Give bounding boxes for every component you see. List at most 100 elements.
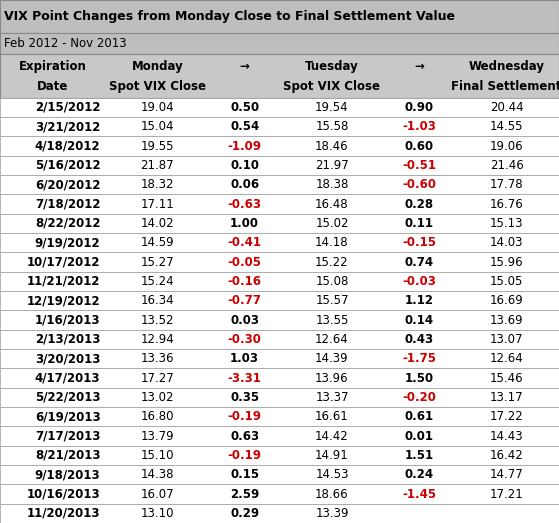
Bar — [0, 446, 559, 465]
Text: 18.32: 18.32 — [141, 178, 174, 191]
Text: 0.15: 0.15 — [230, 468, 259, 481]
Text: 0.14: 0.14 — [405, 314, 434, 326]
Text: →: → — [240, 60, 249, 73]
Text: 5/22/2013: 5/22/2013 — [35, 391, 101, 404]
Text: 0.28: 0.28 — [405, 198, 434, 211]
Text: -0.15: -0.15 — [402, 236, 436, 249]
Text: 17.22: 17.22 — [490, 410, 523, 423]
Text: 3/21/2012: 3/21/2012 — [35, 120, 101, 133]
Text: 0.35: 0.35 — [230, 391, 259, 404]
Bar — [0, 311, 559, 329]
Text: 15.58: 15.58 — [315, 120, 349, 133]
Text: 21.87: 21.87 — [140, 159, 174, 172]
Text: 15.57: 15.57 — [315, 294, 349, 307]
Bar — [0, 253, 559, 272]
Text: 19.06: 19.06 — [490, 140, 523, 153]
Text: 7/18/2012: 7/18/2012 — [35, 198, 101, 211]
Text: 8/21/2013: 8/21/2013 — [35, 449, 101, 462]
Text: 1/16/2013: 1/16/2013 — [35, 314, 101, 326]
Bar — [0, 175, 559, 195]
Text: 15.04: 15.04 — [141, 120, 174, 133]
Text: 14.02: 14.02 — [140, 217, 174, 230]
Text: 15.05: 15.05 — [490, 275, 523, 288]
Text: -0.41: -0.41 — [228, 236, 262, 249]
Text: -0.19: -0.19 — [228, 449, 262, 462]
Text: 15.13: 15.13 — [490, 217, 523, 230]
Text: 11/21/2012: 11/21/2012 — [27, 275, 101, 288]
Bar — [0, 388, 559, 407]
Text: 3/20/2013: 3/20/2013 — [35, 352, 101, 365]
Text: -0.20: -0.20 — [402, 391, 436, 404]
Text: 18.66: 18.66 — [315, 487, 349, 501]
Text: -1.75: -1.75 — [402, 352, 436, 365]
Text: 0.10: 0.10 — [230, 159, 259, 172]
Text: 18.46: 18.46 — [315, 140, 349, 153]
Text: 10/17/2012: 10/17/2012 — [27, 256, 101, 269]
Text: 16.34: 16.34 — [140, 294, 174, 307]
Text: 0.01: 0.01 — [405, 429, 434, 442]
Bar — [0, 233, 559, 253]
Text: Tuesday: Tuesday — [305, 60, 359, 73]
Text: 14.59: 14.59 — [140, 236, 174, 249]
Text: 14.42: 14.42 — [315, 429, 349, 442]
Text: -0.30: -0.30 — [228, 333, 262, 346]
Text: 14.38: 14.38 — [141, 468, 174, 481]
Text: VIX Point Changes from Monday Close to Final Settlement Value: VIX Point Changes from Monday Close to F… — [4, 10, 456, 23]
Text: 13.52: 13.52 — [141, 314, 174, 326]
Text: 13.07: 13.07 — [490, 333, 523, 346]
Text: -0.05: -0.05 — [228, 256, 262, 269]
Text: -3.31: -3.31 — [228, 371, 262, 384]
Text: Wednesday: Wednesday — [468, 60, 544, 73]
Text: 13.37: 13.37 — [315, 391, 349, 404]
Text: -0.19: -0.19 — [228, 410, 262, 423]
Text: 7/17/2013: 7/17/2013 — [35, 429, 101, 442]
Text: 15.02: 15.02 — [315, 217, 349, 230]
Text: 13.36: 13.36 — [141, 352, 174, 365]
Text: 13.39: 13.39 — [315, 507, 349, 520]
Bar — [0, 0, 559, 33]
Text: 16.61: 16.61 — [315, 410, 349, 423]
Text: -0.60: -0.60 — [402, 178, 436, 191]
Text: 14.18: 14.18 — [315, 236, 349, 249]
Text: 15.24: 15.24 — [140, 275, 174, 288]
Text: 0.11: 0.11 — [405, 217, 434, 230]
Text: Spot VIX Close: Spot VIX Close — [283, 79, 381, 93]
Bar — [0, 54, 559, 98]
Text: 16.42: 16.42 — [490, 449, 523, 462]
Bar — [0, 504, 559, 523]
Text: 20.44: 20.44 — [490, 101, 523, 114]
Text: 14.53: 14.53 — [315, 468, 349, 481]
Bar — [0, 33, 559, 54]
Text: 14.43: 14.43 — [490, 429, 523, 442]
Text: 1.50: 1.50 — [405, 371, 434, 384]
Text: 13.17: 13.17 — [490, 391, 523, 404]
Bar — [0, 368, 559, 388]
Text: 9/18/2013: 9/18/2013 — [35, 468, 101, 481]
Text: 17.78: 17.78 — [490, 178, 523, 191]
Text: 5/16/2012: 5/16/2012 — [35, 159, 101, 172]
Text: 0.24: 0.24 — [405, 468, 434, 481]
Bar — [0, 117, 559, 137]
Text: 0.43: 0.43 — [405, 333, 434, 346]
Text: 6/20/2012: 6/20/2012 — [35, 178, 101, 191]
Text: 1.00: 1.00 — [230, 217, 259, 230]
Text: 0.54: 0.54 — [230, 120, 259, 133]
Text: 17.11: 17.11 — [140, 198, 174, 211]
Text: 14.39: 14.39 — [315, 352, 349, 365]
Text: 2/15/2012: 2/15/2012 — [35, 101, 101, 114]
Text: Date: Date — [37, 79, 68, 93]
Bar — [0, 156, 559, 175]
Bar — [0, 137, 559, 156]
Text: 0.60: 0.60 — [405, 140, 434, 153]
Text: 15.10: 15.10 — [141, 449, 174, 462]
Text: -0.03: -0.03 — [402, 275, 436, 288]
Text: 14.55: 14.55 — [490, 120, 523, 133]
Text: -0.16: -0.16 — [228, 275, 262, 288]
Text: 14.91: 14.91 — [315, 449, 349, 462]
Text: 13.96: 13.96 — [315, 371, 349, 384]
Bar — [0, 214, 559, 233]
Text: Final Settlement: Final Settlement — [451, 79, 559, 93]
Bar — [0, 484, 559, 504]
Text: 16.07: 16.07 — [140, 487, 174, 501]
Text: 1.03: 1.03 — [230, 352, 259, 365]
